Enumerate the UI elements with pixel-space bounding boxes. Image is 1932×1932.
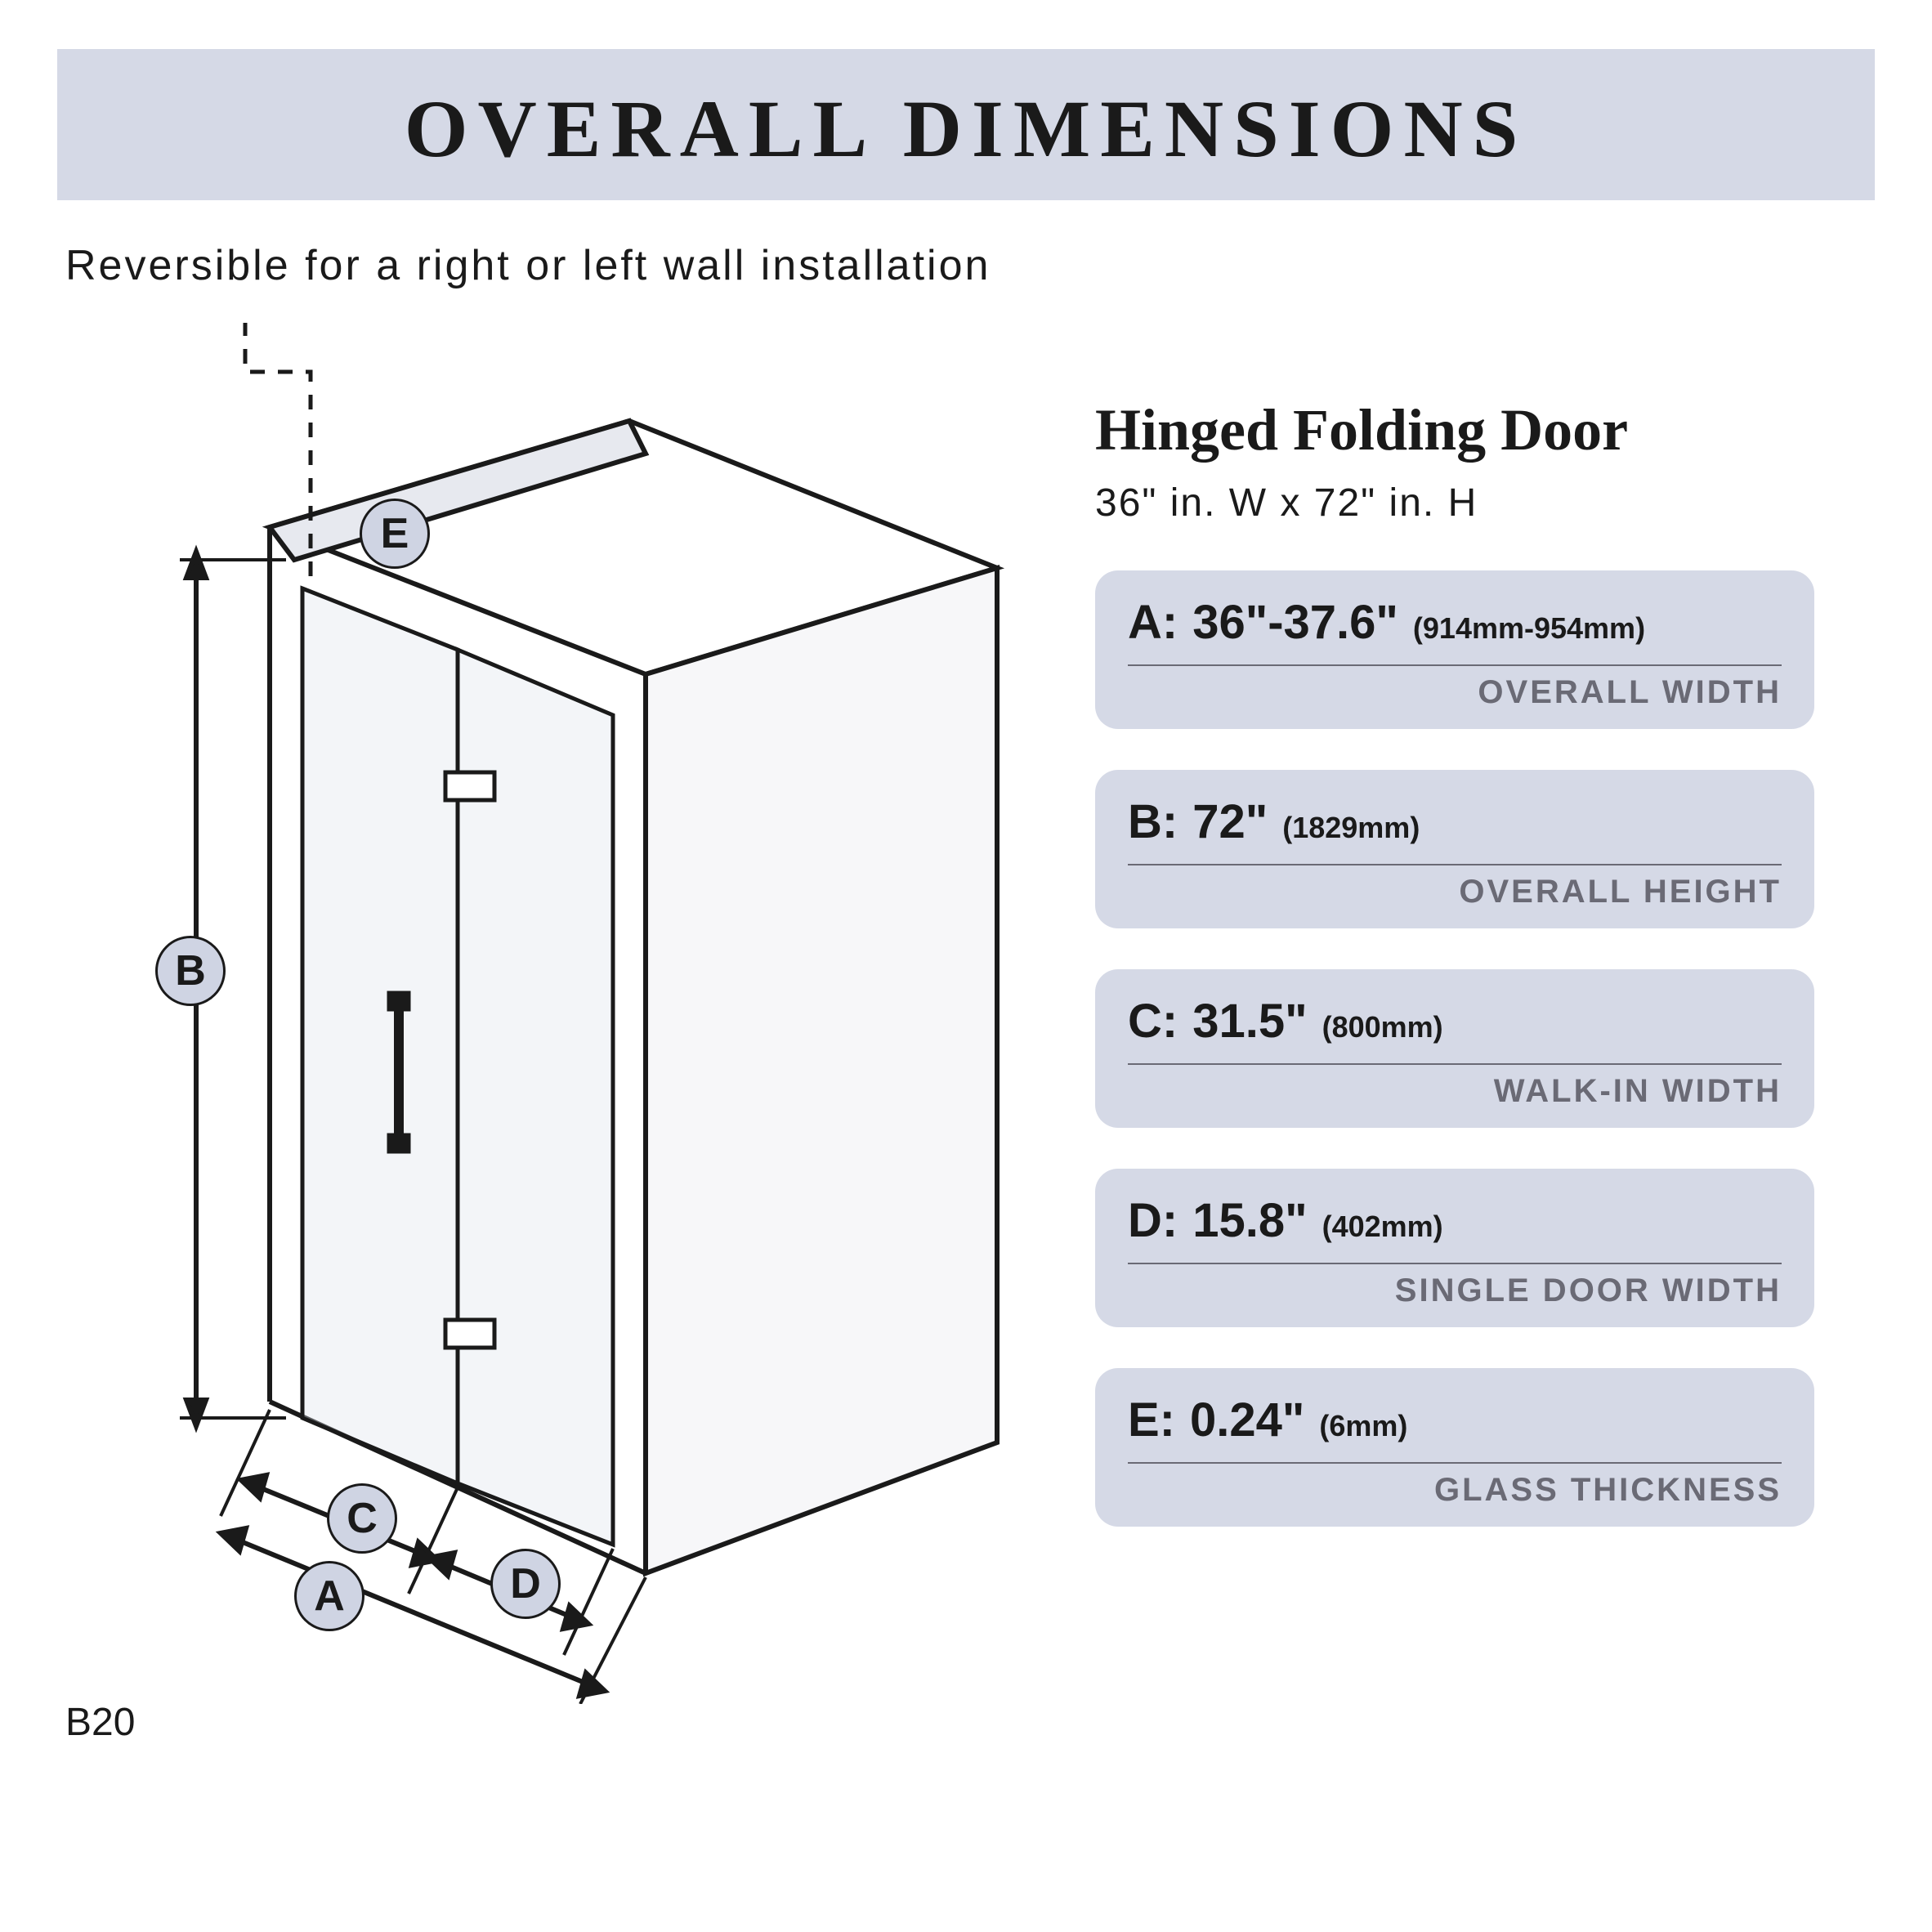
model-code: B20 xyxy=(65,1700,135,1745)
dim-label: WALK-IN WIDTH xyxy=(1128,1073,1782,1110)
dim-mm: (914mm-954mm) xyxy=(1413,611,1645,646)
product-size: 36" in. W x 72" in. H xyxy=(1095,481,1875,525)
dim-letter: A: xyxy=(1128,595,1178,650)
dim-mm: (800mm) xyxy=(1322,1010,1443,1044)
page: OVERALL DIMENSIONS Reversible for a righ… xyxy=(0,0,1932,1932)
page-title: OVERALL DIMENSIONS xyxy=(57,82,1875,176)
dim-value: 36"-37.6" xyxy=(1192,595,1398,650)
dim-value: 15.8" xyxy=(1192,1193,1307,1248)
dim-letter: D: xyxy=(1128,1193,1178,1248)
dim-mm: (402mm) xyxy=(1322,1210,1443,1244)
dim-label: GLASS THICKNESS xyxy=(1128,1472,1782,1509)
dim-mm: (6mm) xyxy=(1319,1409,1407,1443)
diagram-panel: B E A C D B20 xyxy=(57,298,1062,1729)
badge-c: C xyxy=(327,1483,397,1554)
dim-card-d: D: 15.8" (402mm) SINGLE DOOR WIDTH xyxy=(1095,1169,1814,1327)
dim-card-c: C: 31.5" (800mm) WALK-IN WIDTH xyxy=(1095,969,1814,1128)
dim-value: 31.5" xyxy=(1192,994,1307,1049)
badge-b: B xyxy=(155,936,226,1006)
badge-a: A xyxy=(294,1561,364,1631)
dim-card-a: A: 36"-37.6" (914mm-954mm) OVERALL WIDTH xyxy=(1095,570,1814,729)
subtitle: Reversible for a right or left wall inst… xyxy=(65,241,1875,290)
dim-label: OVERALL HEIGHT xyxy=(1128,874,1782,910)
dim-card-b: B: 72" (1829mm) OVERALL HEIGHT xyxy=(1095,770,1814,928)
content: B E A C D B20 Hinged Folding Door 36" in… xyxy=(57,298,1875,1729)
diagram: B E A C D xyxy=(57,315,1062,1704)
product-title: Hinged Folding Door xyxy=(1095,396,1875,464)
dim-label: OVERALL WIDTH xyxy=(1128,674,1782,711)
dim-value: 0.24" xyxy=(1190,1393,1304,1447)
dim-letter: B: xyxy=(1128,794,1178,849)
dim-letter: C: xyxy=(1128,994,1178,1049)
dim-letter: E: xyxy=(1128,1393,1175,1447)
badge-d: D xyxy=(490,1549,561,1619)
dim-card-e: E: 0.24" (6mm) GLASS THICKNESS xyxy=(1095,1368,1814,1527)
dim-label: SINGLE DOOR WIDTH xyxy=(1128,1272,1782,1309)
isometric-drawing xyxy=(57,315,1062,1704)
spec-panel: Hinged Folding Door 36" in. W x 72" in. … xyxy=(1095,298,1875,1729)
dim-mm: (1829mm) xyxy=(1282,811,1420,845)
badge-e: E xyxy=(360,499,430,569)
dim-value: 72" xyxy=(1192,794,1268,849)
title-bar: OVERALL DIMENSIONS xyxy=(57,49,1875,200)
